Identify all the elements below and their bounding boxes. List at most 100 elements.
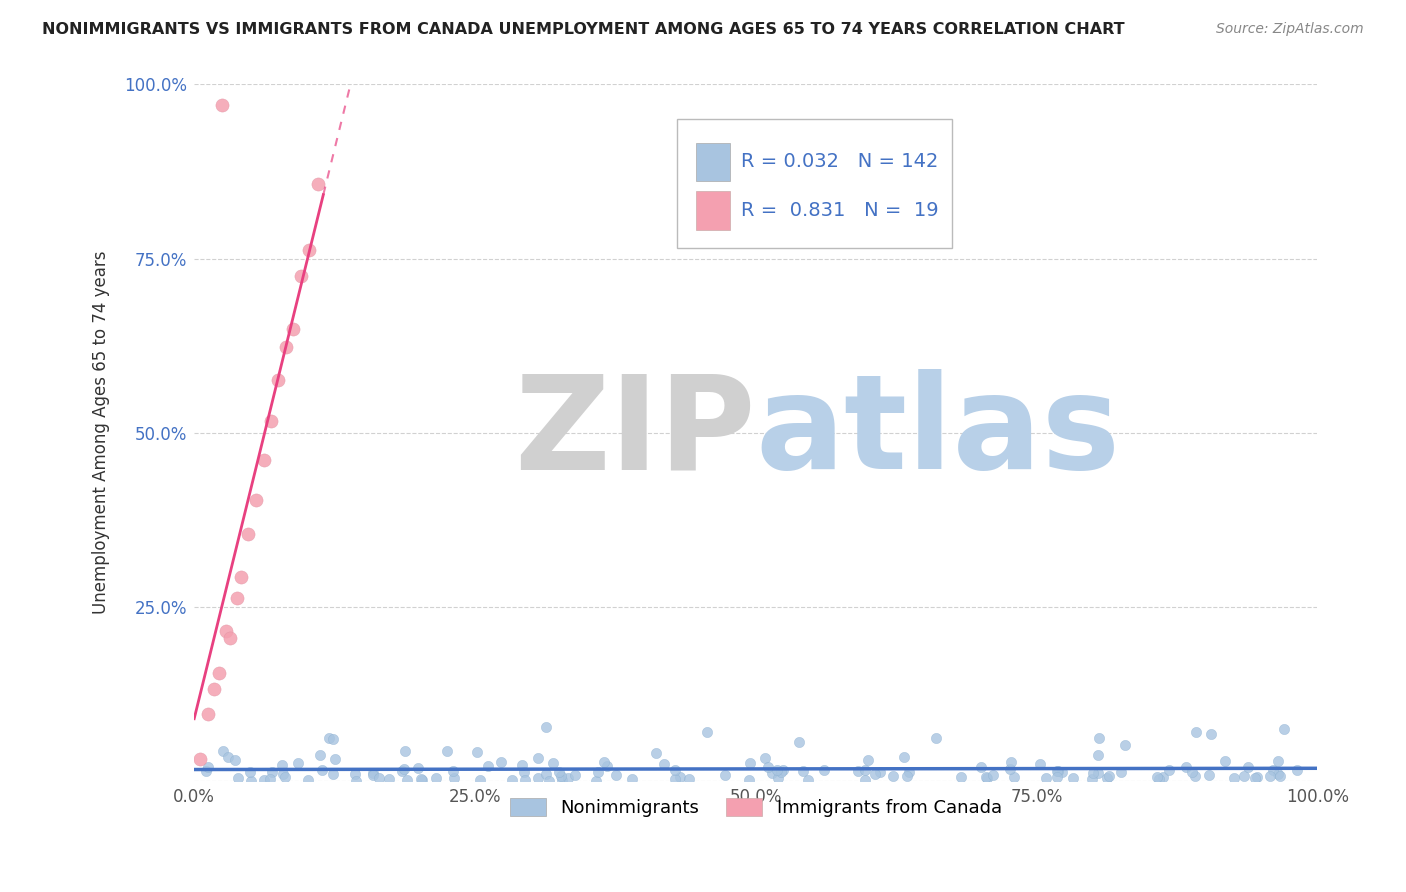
Point [491, 755, 513, 769]
Point [1222, 772, 1244, 786]
Text: atlas: atlas [756, 369, 1121, 496]
Point [513, 772, 536, 787]
Point [194, 764, 217, 778]
Point [512, 765, 534, 780]
Point [848, 764, 870, 778]
Point [1087, 748, 1109, 763]
Point [754, 751, 776, 765]
Point [443, 771, 465, 785]
Point [287, 756, 309, 770]
Point [1233, 770, 1256, 784]
Point [477, 759, 499, 773]
Point [550, 769, 572, 783]
Point [678, 772, 700, 787]
Point [510, 757, 533, 772]
Point [1270, 769, 1292, 783]
Point [564, 768, 586, 782]
Point [855, 772, 877, 787]
Point [1002, 771, 1025, 785]
Point [1237, 759, 1260, 773]
Text: Source: ZipAtlas.com: Source: ZipAtlas.com [1216, 22, 1364, 37]
Point [1181, 764, 1204, 779]
Point [297, 772, 319, 787]
Point [1000, 762, 1022, 776]
Point [271, 758, 294, 772]
Point [308, 748, 330, 763]
Point [406, 761, 429, 775]
Point [1272, 722, 1295, 736]
Point [856, 753, 879, 767]
Point [361, 768, 384, 782]
Point [588, 764, 610, 779]
Point [368, 771, 391, 785]
Point [769, 764, 792, 779]
FancyBboxPatch shape [678, 120, 952, 248]
Point [219, 632, 242, 646]
Point [557, 771, 579, 785]
Y-axis label: Unemployment Among Ages 65 to 74 years: Unemployment Among Ages 65 to 74 years [93, 251, 110, 615]
Point [231, 570, 253, 584]
Point [411, 773, 433, 788]
Point [585, 773, 607, 788]
Point [1267, 754, 1289, 768]
Text: R = 0.032   N = 142: R = 0.032 N = 142 [741, 153, 939, 171]
Point [1157, 763, 1180, 777]
Point [1246, 770, 1268, 784]
Point [239, 765, 262, 780]
Point [188, 752, 211, 766]
Point [322, 731, 344, 746]
Point [276, 340, 298, 354]
Point [1286, 763, 1309, 777]
Point [409, 772, 432, 786]
Point [593, 755, 616, 769]
Point [796, 772, 818, 787]
Point [664, 764, 686, 778]
Point [217, 750, 239, 764]
Point [318, 731, 340, 745]
Point [394, 743, 416, 757]
Point [1258, 769, 1281, 783]
Point [669, 770, 692, 784]
Point [792, 764, 814, 779]
Point [259, 414, 281, 428]
Point [1046, 771, 1069, 785]
Point [761, 766, 783, 780]
Point [1184, 769, 1206, 783]
Point [970, 760, 993, 774]
Point [652, 756, 675, 771]
Point [696, 724, 718, 739]
Point [253, 773, 276, 788]
Point [1152, 770, 1174, 784]
Point [536, 767, 558, 781]
Point [436, 744, 458, 758]
Point [1050, 764, 1073, 779]
Point [197, 760, 219, 774]
Point [1244, 772, 1267, 786]
Point [1046, 764, 1069, 779]
Point [865, 767, 887, 781]
Point [271, 767, 294, 781]
Point [425, 772, 447, 786]
Point [1114, 738, 1136, 752]
Point [756, 759, 779, 773]
Point [322, 766, 344, 780]
Point [343, 767, 366, 781]
Point [897, 764, 920, 779]
Point [538, 773, 561, 788]
Point [226, 772, 249, 786]
Text: NONIMMIGRANTS VS IMMIGRANTS FROM CANADA UNEMPLOYMENT AMONG AGES 65 TO 74 YEARS C: NONIMMIGRANTS VS IMMIGRANTS FROM CANADA … [42, 22, 1125, 37]
Point [620, 772, 643, 786]
Point [1149, 772, 1171, 787]
Point [441, 764, 464, 778]
Point [274, 770, 297, 784]
Point [245, 493, 267, 508]
Point [1267, 767, 1289, 781]
Point [211, 744, 233, 758]
Point [214, 624, 236, 639]
Point [949, 770, 972, 784]
Point [325, 752, 347, 766]
Point [925, 731, 948, 746]
Point [1083, 766, 1105, 780]
Point [605, 768, 627, 782]
Point [298, 244, 321, 258]
